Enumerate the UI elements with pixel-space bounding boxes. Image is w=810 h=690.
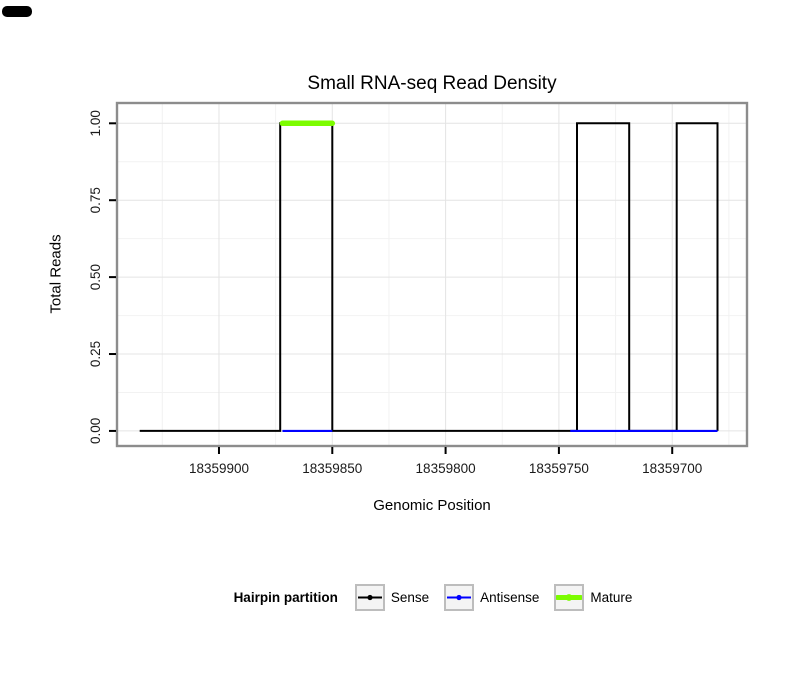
mature-line-icon: [556, 593, 583, 601]
x-tick-label: 18359800: [416, 461, 476, 476]
antisense-line-icon: [447, 594, 472, 600]
legend: Hairpin partition Sense Antisense: [0, 580, 810, 614]
legend-entry-antisense: Antisense: [444, 583, 540, 611]
legend-entry-sense: Sense: [354, 583, 430, 611]
plot-svg: 18359900 18359850 18359800 18359750 18359700…: [88, 101, 749, 476]
legend-label-mature: Mature: [590, 589, 633, 605]
legend-label-antisense: Antisense: [480, 589, 540, 605]
y-tick-label: 0.50: [88, 264, 103, 290]
sense-line-icon: [357, 594, 382, 600]
x-tick-label: 18359850: [302, 461, 362, 476]
corner-artifact: [2, 6, 32, 17]
x-tick-label: 18359700: [642, 461, 702, 476]
x-tick-label: 18359750: [529, 461, 589, 476]
y-tick-label: 0.25: [88, 341, 103, 367]
y-axis-title: Total Reads: [47, 234, 65, 314]
panel-background: [117, 103, 747, 446]
legend-key-mature: [554, 583, 585, 611]
legend-entry-mature: Mature: [554, 583, 633, 611]
y-tick-label: 0.00: [88, 418, 103, 444]
panel-border: [115, 101, 749, 448]
legend-label-sense: Sense: [390, 589, 430, 605]
x-tick-label: 18359900: [189, 461, 249, 476]
y-tick-label: 0.75: [88, 187, 103, 213]
y-tick-label: 1.00: [88, 110, 103, 136]
chart-title: Small RNA-seq Read Density: [307, 73, 557, 94]
legend-title: Hairpin partition: [233, 589, 338, 605]
legend-key-antisense: [444, 583, 475, 611]
legend-key-sense: [354, 583, 385, 611]
x-axis-title: Genomic Position: [373, 497, 491, 514]
